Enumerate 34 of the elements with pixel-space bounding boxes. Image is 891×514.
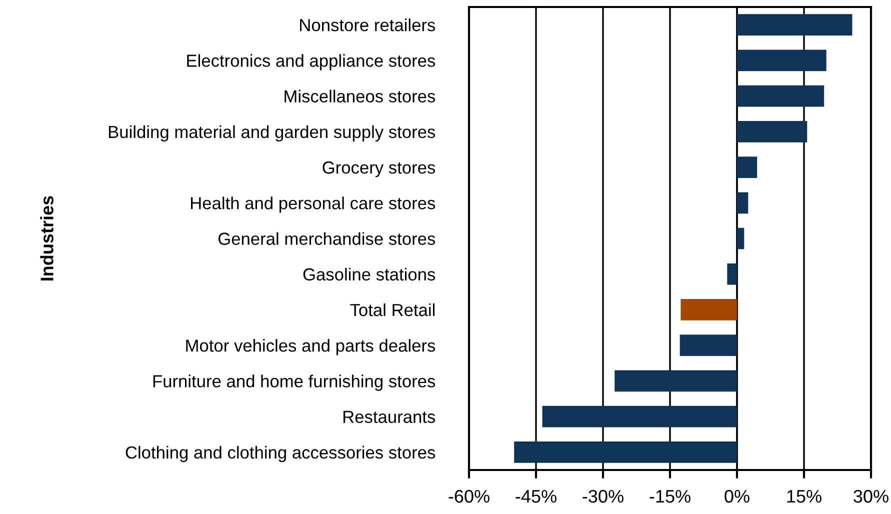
y-tick-label: Gasoline stations [303,268,436,281]
bar [680,299,737,320]
bar [737,14,852,36]
y-tick-label: Building material and garden supply stores [108,125,436,142]
y-tick-label: Total Retail [350,303,435,316]
bar [514,442,737,463]
bar [542,406,737,428]
x-tick-label: 15% [787,490,822,503]
y-tick-label: Motor vehicles and parts dealers [186,339,436,356]
y-tick-label: Miscellaneos stores [284,90,436,102]
bar [737,156,758,178]
bar [614,370,737,392]
y-axis-title: Industries [40,196,54,280]
bar [737,228,744,250]
y-tick-label: Restaurants [343,410,436,424]
y-tick-label: Health and personal care stores [191,196,436,213]
x-tick-label: 0% [724,490,750,503]
bar [680,334,737,356]
x-tick-label: -15% [650,490,690,503]
x-tick-label: 30% [854,490,888,503]
bar [737,192,748,214]
x-tick-label: -30% [582,490,624,503]
bar [737,120,808,142]
y-tick-label: Electronics and appliance stores [187,54,436,70]
y-tick-label: Nonstore retailers [300,18,436,32]
x-tick-label: -45% [516,490,556,503]
bar [737,50,826,72]
bar [737,85,824,107]
y-tick-label: Clothing and clothing accessories stores [126,446,436,462]
y-tick-label: General merchandise stores [218,232,436,245]
y-tick-label: Grocery stores [322,161,436,178]
y-tick-label: Furniture and home furnishing stores [153,374,436,391]
x-tick-label: -60% [448,490,490,503]
bar [727,263,737,285]
